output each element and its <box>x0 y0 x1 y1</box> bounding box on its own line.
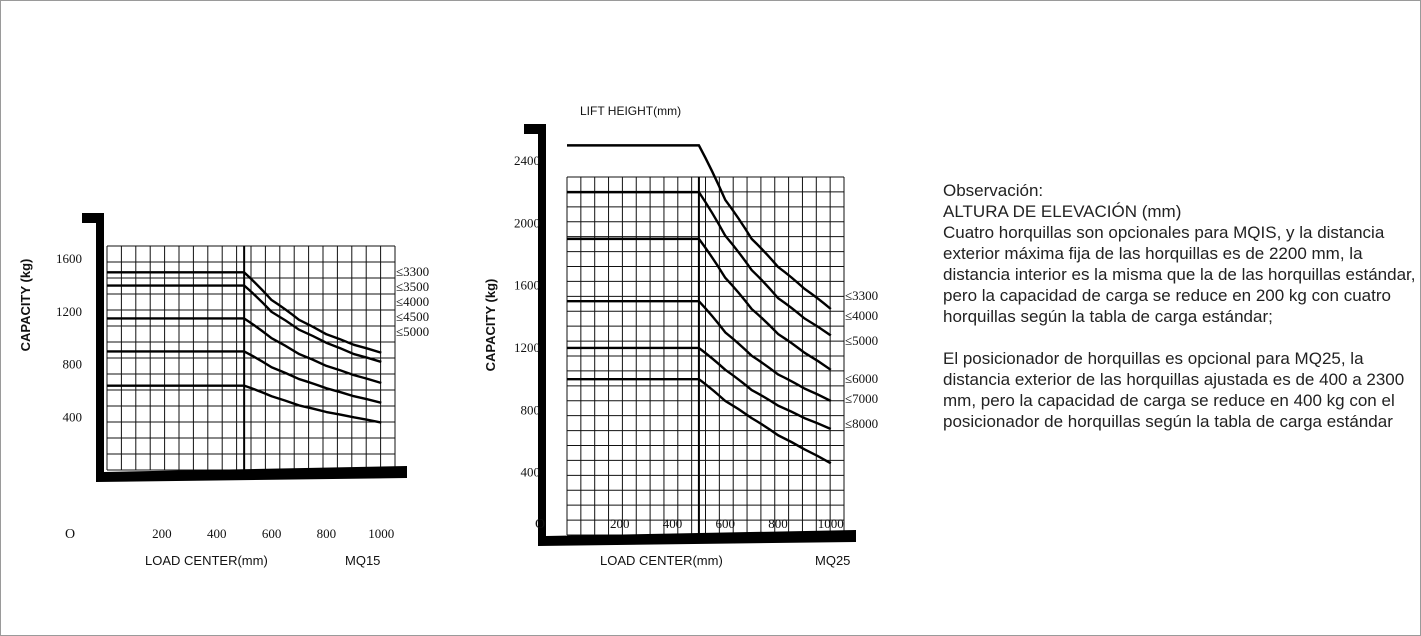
mq25-series-label-6: ≤8000 <box>845 416 878 431</box>
mq25-series-line-5 <box>567 346 832 431</box>
mq15-x-tick: 600 <box>262 526 282 541</box>
mq25-series-line-3 <box>567 237 832 371</box>
mq15-grid <box>106 245 396 471</box>
mq15-model-label: MQ15 <box>345 553 380 568</box>
mq25-origin-label: O <box>535 517 545 532</box>
mq25-y-axis-label: CAPACITY (kg) <box>483 279 498 372</box>
mq15-x-tick: 800 <box>317 526 337 541</box>
mq25-chart-title: LIFT HEIGHT(mm) <box>580 104 681 118</box>
mq25-x-axis-label: LOAD CENTER(mm) <box>600 553 723 568</box>
mq25-x-tick: 400 <box>663 516 683 531</box>
mq15-series-line-1 <box>107 271 382 354</box>
mq15-y-tick: 800 <box>63 357 83 372</box>
mq15-y-axis-label: CAPACITY (kg) <box>18 259 33 352</box>
note-paragraph-2: El posicionador de horquillas es opciona… <box>943 349 1405 431</box>
mq25-series-label-3: ≤5000 <box>845 333 878 348</box>
mq25-model-label: MQ25 <box>815 553 850 568</box>
chart-mq15: ≤3300≤3500≤4000≤4500≤5000 400 800 1200 1600 2… <box>18 213 429 568</box>
mq25-x-tick: 1000 <box>818 516 844 531</box>
mq25-x-tick: 600 <box>716 516 736 531</box>
mq15-x-tick: 1000 <box>368 526 394 541</box>
observation-note: Observación: ALTURA DE ELEVACIÓN (mm) Cu… <box>943 180 1421 432</box>
mq15-x-axis-label: LOAD CENTER(mm) <box>145 553 268 568</box>
mq15-series-line-4 <box>107 350 382 404</box>
note-paragraph-1: Cuatro horquillas son opcionales para MQ… <box>943 223 1416 326</box>
mq25-series-line-4 <box>567 300 832 403</box>
mq25-y-tick: 800 <box>521 402 541 417</box>
mq25-axis-mast <box>524 124 856 546</box>
mq25-series-label-4: ≤6000 <box>845 371 878 386</box>
mq15-x-tick: 200 <box>152 526 172 541</box>
mq15-series-label-1: ≤3300 <box>396 264 429 279</box>
mq15-series-label-4: ≤4500 <box>396 309 429 324</box>
mq15-x-tick: 400 <box>207 526 227 541</box>
mq25-y-tick: 1600 <box>514 278 540 293</box>
mq25-y-tick: 400 <box>521 465 541 480</box>
mq15-origin-label: O <box>65 527 75 542</box>
mq25-x-tick: 200 <box>610 516 630 531</box>
mq15-series-line-5 <box>107 384 382 424</box>
note-subheading: ALTURA DE ELEVACIÓN (mm) <box>943 202 1182 221</box>
mq15-series-line-2 <box>107 284 382 364</box>
mq25-grid <box>566 176 845 536</box>
mq25-series-line-6 <box>567 377 832 465</box>
mq25-series-label-1: ≤3300 <box>845 288 878 303</box>
mq15-series-label-5: ≤5000 <box>396 324 429 339</box>
mq15-y-tick: 1200 <box>56 304 82 319</box>
mq25-series-label-2: ≤4000 <box>845 308 878 323</box>
mq25-series-line-2 <box>567 190 832 337</box>
mq15-y-tick: 400 <box>63 409 83 424</box>
mq25-series-label-5: ≤7000 <box>845 391 878 406</box>
mq25-x-tick: 800 <box>768 516 788 531</box>
mq25-series-line-1 <box>567 144 832 310</box>
mq15-y-tick: 1600 <box>56 251 82 266</box>
mq25-y-tick: 1200 <box>514 340 540 355</box>
mq15-series-line-3 <box>107 317 382 385</box>
chart-mq25: ≤3300 ≤4000 ≤5000 ≤6000 ≤7000 ≤8000 400 800 1200… <box>483 104 878 568</box>
mq25-y-tick: 2400 <box>514 153 540 168</box>
mq25-y-tick: 2000 <box>514 215 540 230</box>
mq15-series-label-2: ≤3500 <box>396 279 429 294</box>
mq15-series-label-3: ≤4000 <box>396 294 429 309</box>
note-heading: Observación: <box>943 181 1044 200</box>
